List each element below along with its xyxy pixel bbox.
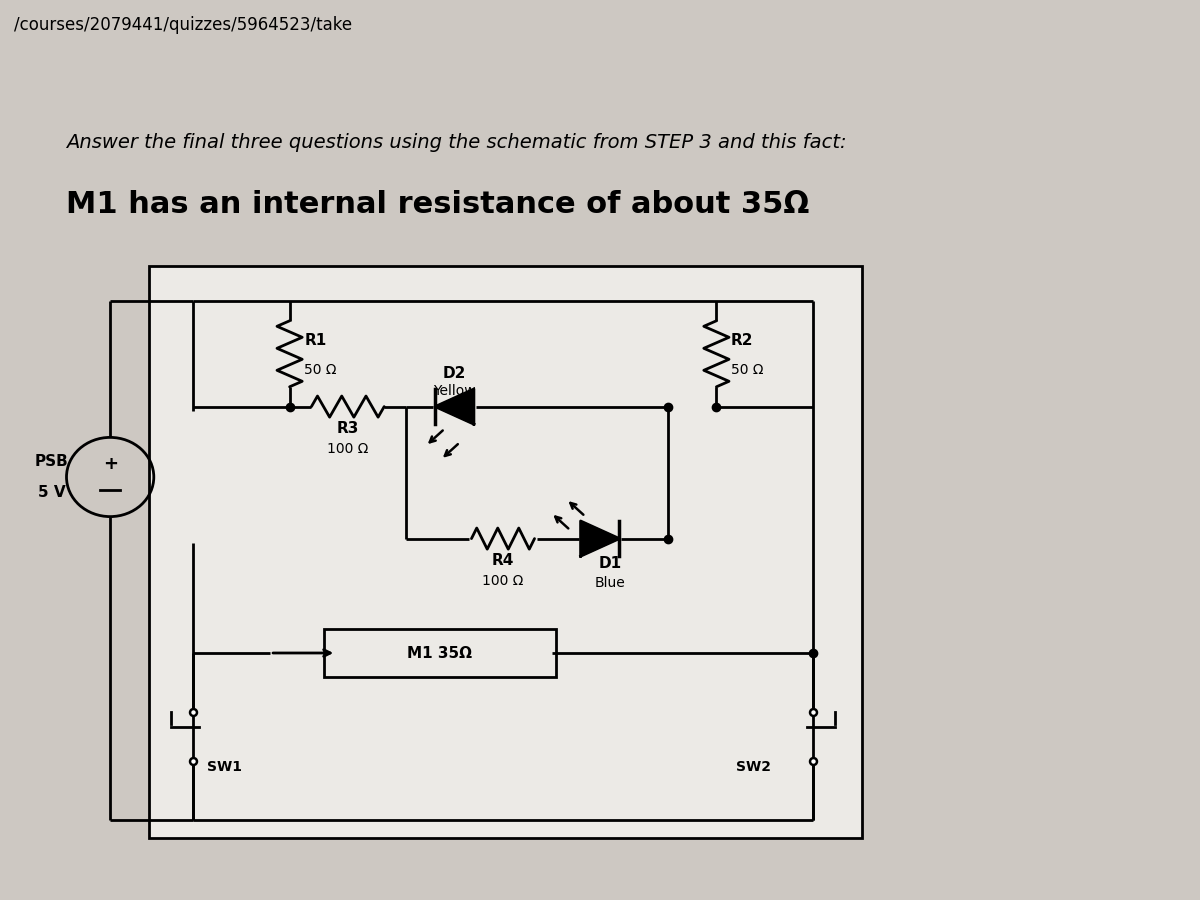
Text: R1: R1 bbox=[304, 333, 326, 348]
Text: 5 V: 5 V bbox=[38, 485, 66, 500]
Text: SW2: SW2 bbox=[736, 760, 770, 774]
Text: M1 has an internal resistance of about 35Ω: M1 has an internal resistance of about 3… bbox=[66, 190, 810, 219]
FancyBboxPatch shape bbox=[149, 266, 862, 838]
Text: 50 Ω: 50 Ω bbox=[304, 363, 337, 376]
Text: Yellow: Yellow bbox=[433, 383, 476, 398]
Polygon shape bbox=[581, 521, 619, 556]
Text: R4: R4 bbox=[492, 554, 514, 568]
FancyBboxPatch shape bbox=[324, 629, 557, 677]
Text: 100 Ω: 100 Ω bbox=[482, 574, 523, 588]
Polygon shape bbox=[436, 389, 474, 424]
Text: Blue: Blue bbox=[594, 576, 625, 590]
Text: 100 Ω: 100 Ω bbox=[328, 442, 368, 455]
Text: 50 Ω: 50 Ω bbox=[731, 363, 763, 376]
Text: M1 35Ω: M1 35Ω bbox=[408, 645, 473, 661]
Text: SW1: SW1 bbox=[208, 760, 242, 774]
Text: /courses/2079441/quizzes/5964523/take: /courses/2079441/quizzes/5964523/take bbox=[14, 15, 353, 33]
Text: R3: R3 bbox=[337, 421, 359, 436]
Text: D1: D1 bbox=[598, 555, 622, 571]
Text: PSB: PSB bbox=[35, 454, 68, 469]
Text: D2: D2 bbox=[443, 365, 466, 381]
Text: R2: R2 bbox=[731, 333, 754, 348]
Text: +: + bbox=[103, 454, 118, 472]
Text: Answer the final three questions using the schematic from STEP 3 and this fact:: Answer the final three questions using t… bbox=[66, 133, 847, 152]
